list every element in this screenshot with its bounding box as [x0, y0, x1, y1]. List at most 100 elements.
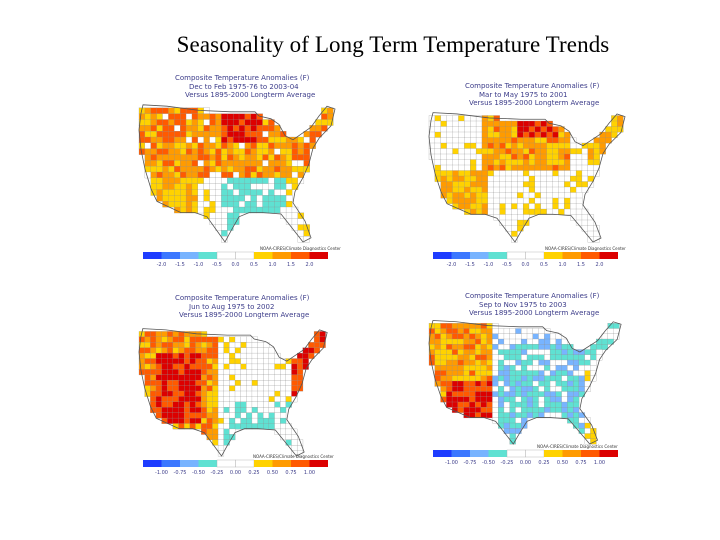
climate-division-cell [257, 396, 264, 403]
climate-division-cell [227, 183, 234, 190]
climate-division-cell [229, 352, 236, 359]
climate-division-cell [212, 358, 219, 365]
climate-division-cell [440, 365, 447, 371]
climate-division-cell [150, 342, 157, 348]
climate-division-cell [517, 219, 524, 226]
climate-division-cell [534, 186, 542, 193]
climate-division-cell [558, 197, 565, 204]
climate-division-cell [440, 338, 447, 345]
climate-division-cell [285, 423, 292, 430]
climate-division-cell [511, 153, 518, 160]
climate-division-cell [528, 153, 536, 160]
climate-division-cell [517, 126, 524, 133]
climate-division-cell [481, 153, 489, 160]
climate-division-cell [203, 189, 210, 196]
climate-division-cell [184, 407, 191, 413]
climate-division-cell [257, 390, 264, 397]
climate-division-cell [475, 142, 483, 149]
climate-division-cell [156, 160, 163, 167]
climate-division-cell [522, 142, 530, 149]
climate-division-cell [538, 365, 545, 371]
climate-division-cell [215, 212, 222, 219]
climate-division-cell [434, 328, 441, 335]
climate-division-cell [227, 177, 234, 184]
climate-division-cell [251, 347, 258, 354]
climate-division-cell [191, 125, 199, 132]
legend-swatch [272, 252, 291, 259]
climate-division-cell [215, 201, 222, 208]
legend-swatch [235, 251, 255, 260]
climate-division-cell [561, 359, 568, 366]
climate-division-cell [238, 201, 246, 208]
legend-tick-label: -1.0 [194, 262, 204, 268]
climate-division-cell [487, 131, 495, 138]
climate-division-cell [263, 417, 270, 424]
climate-division-cell [498, 338, 505, 345]
climate-division-cell [234, 385, 241, 392]
climate-division-cell [581, 219, 589, 226]
climate-division-cell [217, 407, 225, 413]
climate-division-cell [174, 119, 181, 126]
climate-division-cell [150, 363, 157, 370]
climate-division-cell [262, 171, 269, 179]
climate-division-cell [162, 119, 169, 126]
climate-division-cell [457, 328, 464, 335]
legend-swatch [161, 460, 180, 467]
climate-division-cell [434, 333, 441, 340]
climate-division-cell [168, 177, 175, 184]
climate-division-cell [464, 142, 471, 149]
climate-division-cell [168, 166, 175, 173]
climate-division-cell [178, 352, 185, 359]
climate-division-cell [238, 171, 246, 179]
climate-division-cell [521, 338, 528, 345]
climate-division-cell [227, 212, 234, 219]
climate-division-cell [167, 401, 174, 408]
climate-division-cell [534, 170, 542, 177]
climate-division-cell [492, 338, 499, 345]
legend-swatch [599, 450, 618, 457]
climate-division-cell [544, 401, 551, 408]
climate-division-cell [492, 354, 499, 361]
climate-division-cell [162, 107, 169, 114]
climate-division-cell [552, 153, 559, 160]
climate-division-cell [511, 159, 518, 166]
color-legend: -1.00 -0.75 -0.50 -0.25 0.00 0.25 0.50 0.75 1.00 [143, 459, 328, 476]
climate-division-cell [499, 148, 506, 155]
climate-division-cell [503, 401, 511, 408]
climate-division-cell [469, 354, 476, 361]
legend-tick-label: -0.75 [174, 470, 187, 476]
legend-swatch [470, 252, 489, 259]
climate-division-cell [528, 142, 536, 149]
climate-division-cell [250, 183, 257, 190]
climate-division-cell [526, 349, 534, 356]
climate-division-cell [463, 344, 470, 350]
climate-division-cell [172, 352, 179, 359]
climate-division-cell [263, 401, 270, 408]
climate-division-cell [469, 396, 476, 403]
climate-division-cell [469, 344, 476, 350]
climate-division-cell [540, 181, 547, 188]
climate-division-cell [464, 192, 471, 199]
climate-division-cell [217, 385, 225, 392]
climate-division-cell [511, 219, 518, 226]
climate-division-cell [540, 203, 547, 210]
climate-division-cell [297, 148, 305, 155]
climate-division-cell [297, 142, 305, 149]
climate-division-cell [446, 148, 453, 155]
climate-division-cell [238, 206, 246, 214]
climate-division-cell [570, 170, 577, 177]
climate-division-cell [509, 338, 516, 345]
climate-division-cell [185, 160, 193, 167]
legend-swatch [180, 252, 199, 259]
climate-division-cell [505, 126, 512, 133]
climate-division-cell [174, 171, 181, 179]
climate-division-cell [144, 363, 151, 370]
climate-division-cell [440, 181, 447, 188]
climate-division-cell [561, 407, 568, 413]
climate-division-cell [246, 385, 253, 392]
climate-division-cell [552, 137, 559, 144]
climate-division-cell [285, 401, 292, 408]
climate-division-cell [167, 417, 174, 424]
panel-title-line: Sep to Nov 1975 to 2003 [479, 300, 567, 309]
climate-division-cell [144, 148, 152, 155]
